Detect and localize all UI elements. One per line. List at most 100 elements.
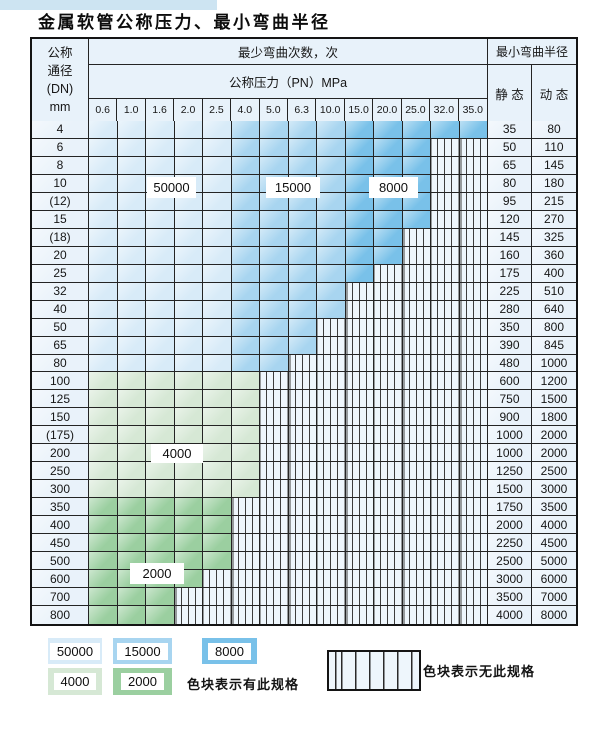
spec-cell (345, 246, 374, 265)
dn-cell: (18) (32, 228, 89, 247)
no-spec-cell (374, 336, 403, 355)
spec-cell (146, 336, 175, 355)
no-spec-cell (288, 516, 317, 535)
dynamic-radius-cell: 8000 (532, 606, 576, 624)
spec-cell (89, 192, 118, 211)
spec-cell (203, 480, 232, 499)
spec-cell (203, 318, 232, 337)
no-spec-cell (459, 246, 488, 265)
spec-cell (260, 300, 289, 319)
no-spec-cell (345, 336, 374, 355)
spec-cell (146, 282, 175, 301)
no-spec-cell (203, 588, 232, 607)
dynamic-radius-cell: 510 (532, 282, 576, 301)
spec-cell (117, 228, 146, 247)
spec-cell (203, 210, 232, 229)
spec-cell (89, 121, 118, 139)
spec-cell (345, 192, 374, 211)
static-radius-cell: 2500 (488, 552, 532, 571)
no-spec-cell (459, 390, 488, 409)
spec-cell (317, 210, 346, 229)
dynamic-radius-cell: 145 (532, 156, 576, 175)
no-spec-cell (459, 426, 488, 445)
table-row: 250 1250 2500 (32, 462, 576, 481)
no-spec-cell (402, 228, 431, 247)
no-spec-cell (345, 606, 374, 624)
no-spec-cell (231, 516, 260, 535)
static-radius-cell: 160 (488, 246, 532, 265)
no-spec-cell (459, 192, 488, 211)
spec-cell (174, 480, 203, 499)
no-spec-cell (260, 606, 289, 624)
spec-cell (174, 372, 203, 391)
spec-cell (345, 264, 374, 283)
no-spec-cell (288, 534, 317, 553)
static-radius-cell: 3000 (488, 570, 532, 589)
static-radius-cell: 3500 (488, 588, 532, 607)
no-spec-cell (431, 462, 460, 481)
spec-cell (203, 390, 232, 409)
no-spec-cell (317, 552, 346, 571)
spec-cell (402, 210, 431, 229)
no-spec-cell (374, 606, 403, 624)
no-spec-cell (374, 390, 403, 409)
spec-cell (174, 210, 203, 229)
table-row: 800 4000 8000 (32, 606, 576, 624)
no-spec-cell (345, 570, 374, 589)
static-radius-cell: 175 (488, 264, 532, 283)
spec-cell (146, 210, 175, 229)
no-spec-cell (317, 354, 346, 373)
no-spec-cell (431, 606, 460, 624)
table-row: 80 480 1000 (32, 354, 576, 373)
spec-cell (89, 588, 118, 607)
dynamic-radius-cell: 325 (532, 228, 576, 247)
spec-cell (146, 318, 175, 337)
legend-swatch-15000: 15000 (113, 638, 172, 664)
no-spec-cell (459, 318, 488, 337)
spec-cell (203, 552, 232, 571)
legend-swatch-50000: 50000 (48, 638, 102, 664)
dynamic-radius-cell: 845 (532, 336, 576, 355)
spec-cell (174, 121, 203, 139)
no-spec-cell (288, 408, 317, 427)
spec-cell (231, 282, 260, 301)
spec-cell (231, 264, 260, 283)
spec-cell (146, 156, 175, 175)
table-row: 350 1750 3500 (32, 498, 576, 517)
no-spec-cell (345, 354, 374, 373)
spec-cell (402, 138, 431, 157)
no-spec-cell (431, 552, 460, 571)
spec-cell (260, 210, 289, 229)
no-spec-cell (317, 462, 346, 481)
region-label-15000: 15000 (266, 177, 320, 198)
spec-cell (146, 462, 175, 481)
static-radius-cell: 4000 (488, 606, 532, 624)
dynamic-radius-cell: 1200 (532, 372, 576, 391)
spec-cell (146, 480, 175, 499)
pressure-column-header: 35.0 (462, 104, 483, 116)
spec-cell (117, 534, 146, 553)
table-row: 450 2250 4500 (32, 534, 576, 553)
dynamic-radius-cell: 110 (532, 138, 576, 157)
dynamic-radius-cell: 6000 (532, 570, 576, 589)
region-label-2000: 2000 (130, 563, 184, 584)
dn-cell: 100 (32, 372, 89, 391)
spec-cell (146, 228, 175, 247)
spec-cell (203, 426, 232, 445)
page-title: 金属软管公称压力、最小弯曲半径 (38, 13, 331, 33)
pressure-values-row: 0.6 1.0 1.6 2.0 2.5 4.0 5.0 6.3 10.0 15.0 20.0 25.0… (89, 99, 487, 121)
spec-cell (89, 552, 118, 571)
no-spec-cell (374, 498, 403, 517)
spec-cell (89, 300, 118, 319)
no-spec-cell (459, 588, 488, 607)
spec-cell (231, 480, 260, 499)
spec-cell (174, 498, 203, 517)
dn-cell: 125 (32, 390, 89, 409)
no-spec-cell (431, 390, 460, 409)
static-radius-cell: 1000 (488, 426, 532, 445)
spec-cell (89, 264, 118, 283)
table-row: 125 750 1500 (32, 390, 576, 409)
dn-cell: 150 (32, 408, 89, 427)
no-spec-cell (402, 354, 431, 373)
